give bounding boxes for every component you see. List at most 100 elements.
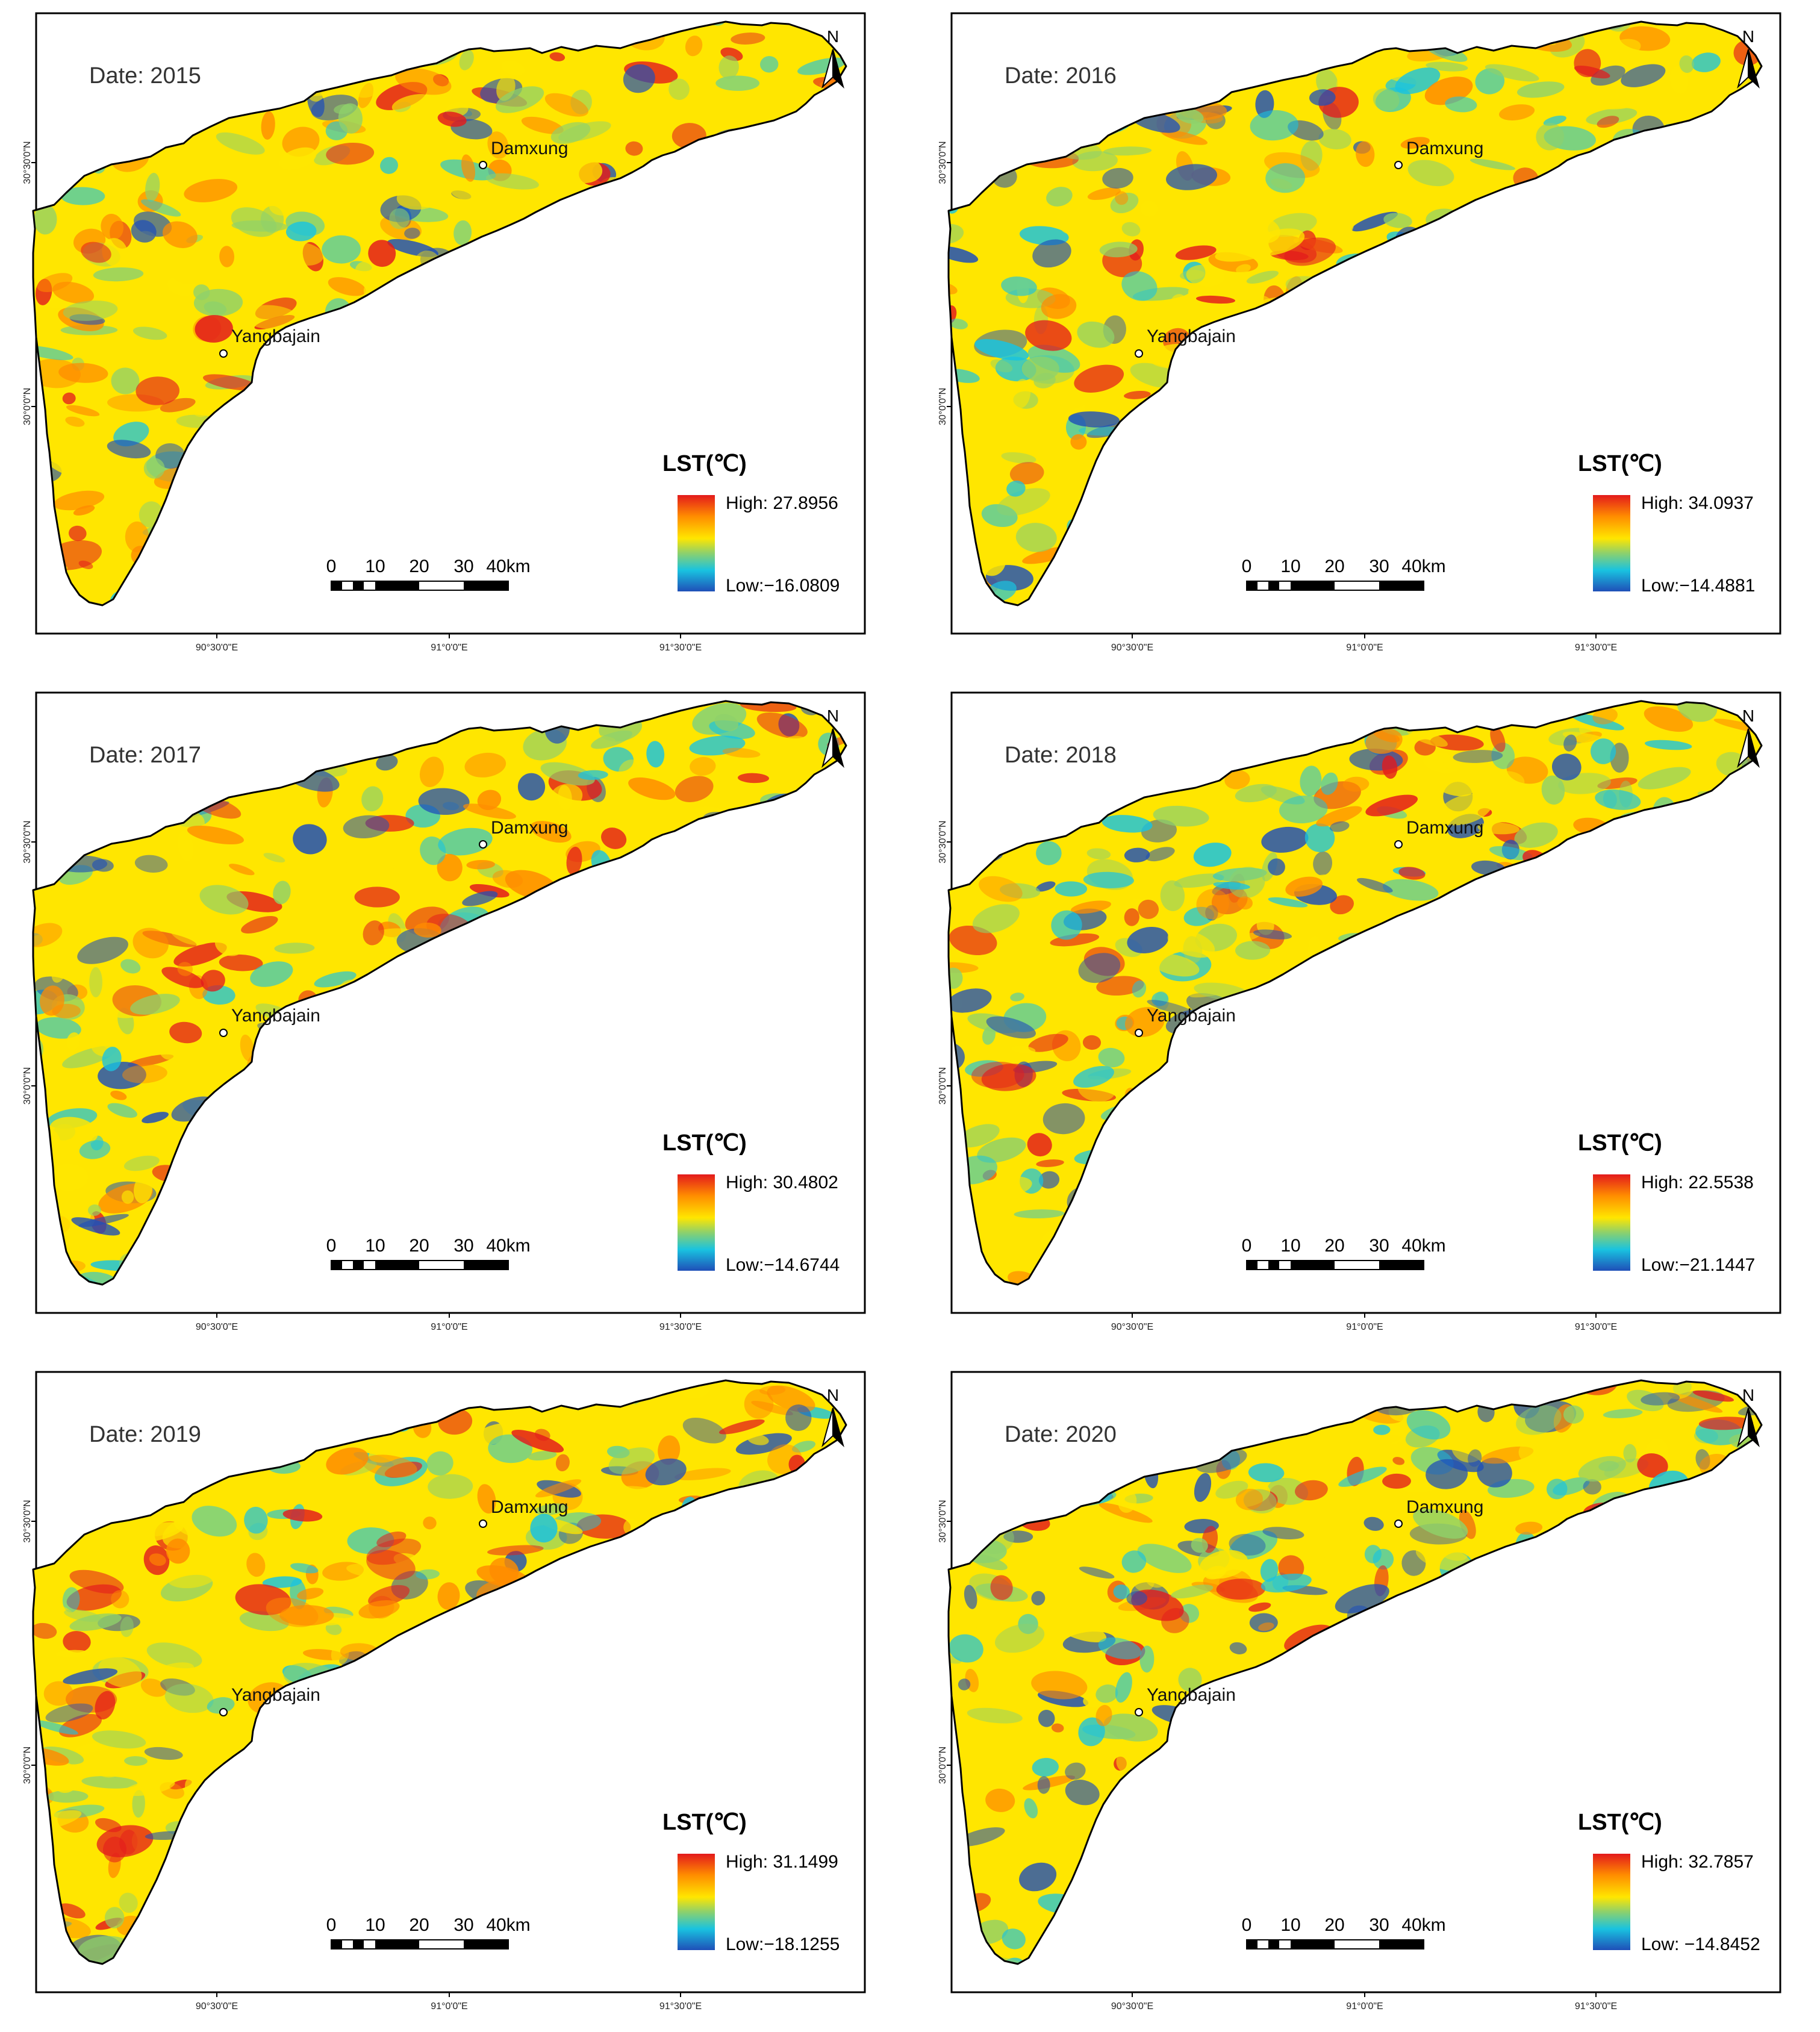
study-area-outline [32,20,847,606]
lon-tick-label: 91°0'0"E [431,1322,467,1332]
legend-color-ramp [1593,1854,1630,1950]
lst-texture [49,461,96,481]
lst-texture [1637,1453,1668,1478]
lst-texture [1313,851,1333,876]
lst-texture [477,1484,496,1514]
lst-texture [1139,1645,1155,1673]
lst-texture [1262,1527,1304,1539]
lst-texture [658,1435,681,1465]
lst-texture [1014,1209,1065,1219]
lst-texture [1392,1457,1405,1465]
lst-texture [689,1465,729,1495]
lst-texture [1175,245,1217,260]
lst-texture [1124,847,1150,862]
lst-texture [166,1538,190,1564]
scale-bar-segment [1247,1261,1257,1270]
lst-texture [464,752,506,778]
lst-texture [437,111,467,127]
place-label: Damxung [491,1497,568,1517]
lst-texture [214,933,244,956]
lst-texture [219,246,235,267]
lst-texture [62,1587,80,1613]
scale-bar: 0 10 20 30 40km [326,556,531,591]
lst-texture [1692,1390,1734,1402]
lst-texture [1285,876,1323,897]
scale-label: 0 [1242,1236,1252,1256]
lst-texture [1079,1566,1115,1579]
lst-texture [250,961,293,987]
place-label: Damxung [491,139,568,158]
lst-texture [395,870,435,888]
lst-texture [285,221,317,242]
lst-texture [203,374,258,391]
lat-tick-label: 30°30'0"N [938,1500,948,1542]
lst-texture [949,246,979,263]
lst-texture [111,1521,126,1532]
lst-texture [266,1597,319,1627]
lst-texture [501,60,525,76]
legend-color-ramp [1593,1174,1630,1271]
lst-texture [1191,1538,1208,1553]
lst-texture [625,141,643,156]
place-label: Yangbajain [231,1006,320,1026]
lst-texture [1590,738,1616,764]
map-canvas: Date: 2015 Damxung Yangbajain N LST(℃) H… [22,12,866,653]
lst-texture [458,1445,486,1469]
lst-texture [1356,141,1375,167]
place-marker [479,840,487,849]
lst-texture [1002,1928,1026,1949]
lst-texture [326,142,375,165]
lst-texture [266,829,285,859]
lst-texture [1010,993,1024,1002]
lst-texture [1235,941,1270,960]
legend-low: Low:−14.4881 [1641,576,1755,596]
lst-texture [143,458,165,479]
lat-tick-label: 30°0'0"N [22,1747,33,1784]
scale-label: 40km [486,556,530,576]
lst-texture [1309,89,1336,106]
legend-low: Low:−21.1447 [1641,1255,1755,1275]
lst-texture [1149,953,1200,977]
lst-texture [1099,242,1138,258]
north-label: N [827,1386,839,1404]
legend-title: LST(℃) [1578,1810,1662,1835]
lst-texture [1477,822,1519,835]
lst-texture [1373,1424,1391,1435]
lst-texture [1078,1717,1105,1747]
lst-texture [1607,39,1641,58]
lst-texture [1073,1065,1114,1088]
lst-texture [463,803,516,820]
legend: LST(℃) High: 30.4802 Low:−14.6744 [662,1130,840,1275]
lst-texture [93,267,144,282]
lst-texture [1669,66,1689,94]
lst-texture [1329,821,1350,832]
north-arrow-icon [832,728,844,768]
lst-texture [1098,1637,1142,1660]
north-label: N [1742,27,1754,46]
north-label: N [1742,1386,1754,1404]
lst-texture [1121,271,1158,301]
lst-texture [1037,1776,1050,1794]
lst-texture [171,252,216,284]
scale-label: 30 [1369,556,1389,576]
lst-texture [1001,452,1036,464]
lst-texture [1179,1604,1200,1623]
lat-tick-label: 30°0'0"N [938,1067,948,1105]
lst-texture [1065,1780,1100,1806]
legend: LST(℃) High: 31.1499 Low:−18.1255 [662,1810,840,1954]
lst-texture [33,1622,57,1639]
lst-texture [239,1610,289,1632]
lst-texture [462,891,498,906]
place-label: Damxung [1406,139,1483,158]
place-yangbajain: Yangbajain [1135,1685,1236,1716]
lst-texture [496,86,544,113]
lst-texture [407,1440,437,1456]
lst-texture [1170,294,1188,316]
lst-texture [485,173,539,190]
north-arrow: N [1737,27,1760,89]
lst-texture [1126,1591,1147,1606]
date-label: Date: 2018 [1005,743,1117,768]
lst-texture [1437,1450,1484,1473]
lst-texture [170,1037,205,1058]
lst-texture [1103,146,1152,156]
